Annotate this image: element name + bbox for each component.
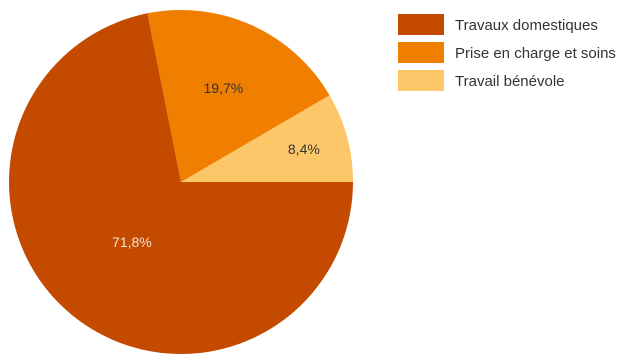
legend-swatch-1 xyxy=(398,14,444,35)
legend-swatch-2 xyxy=(398,42,444,63)
legend: Travaux domestiques Prise en charge et so… xyxy=(398,14,616,91)
legend-label-2: Prise en charge et soins xyxy=(455,45,616,62)
slice-label-2: 19,7% xyxy=(204,80,244,96)
slice-labels: 8,4% 19,7% 71,8% xyxy=(112,80,320,250)
legend-label-1: Travaux domestiques xyxy=(455,17,598,34)
legend-swatch-3 xyxy=(398,70,444,91)
slice-label-3: 8,4% xyxy=(288,141,320,157)
slice-label-1: 71,8% xyxy=(112,234,152,250)
pie-slice-2 xyxy=(147,10,330,183)
legend-label-3: Travail bénévole xyxy=(455,73,565,90)
pie-slice-1 xyxy=(9,13,353,354)
pie-slice-3 xyxy=(181,95,353,182)
pie-slices xyxy=(9,10,353,354)
